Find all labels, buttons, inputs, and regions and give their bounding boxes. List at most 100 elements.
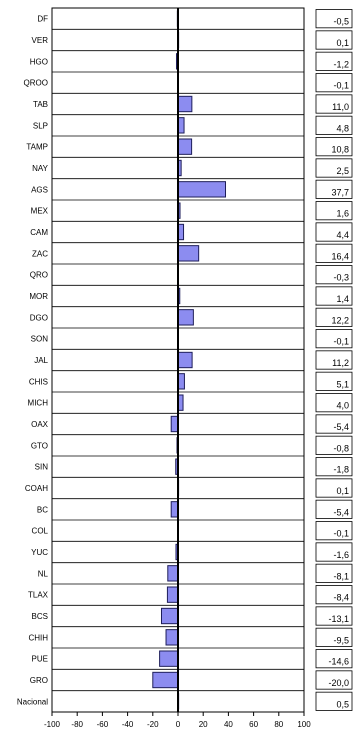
value-label: 1,6	[336, 209, 349, 219]
category-label: BCS	[32, 612, 48, 621]
value-label: -1,8	[333, 465, 349, 475]
x-tick-label: 60	[249, 720, 258, 729]
value-cell	[315, 585, 353, 605]
value-label: 0,1	[336, 38, 349, 48]
value-cell	[315, 414, 353, 434]
value-cell	[315, 691, 353, 711]
value-label: 10,8	[331, 145, 349, 155]
value-label: -5,4	[333, 422, 349, 432]
category-label: GRO	[30, 676, 48, 685]
value-cell	[315, 371, 353, 391]
category-label: SLP	[33, 121, 48, 130]
value-label: -1,2	[333, 59, 349, 69]
value-label: -8,1	[333, 571, 349, 581]
value-label: -5,4	[333, 507, 349, 517]
value-cell	[315, 329, 353, 349]
category-label: NL	[38, 569, 49, 578]
value-label: -0,3	[333, 273, 349, 283]
bar-tab	[177, 95, 193, 113]
value-label: 11,0	[332, 102, 349, 112]
category-label: DF	[37, 15, 48, 24]
category-label: TLAX	[28, 591, 49, 600]
value-cell	[315, 627, 353, 647]
value-label: 37,7	[331, 187, 349, 197]
category-labels: DF VER HGO QROO TAB SLP TAMP NAY AGS MEX CAM ZAC QRO…	[17, 15, 49, 707]
value-label: -0,1	[333, 81, 349, 91]
value-cell	[315, 393, 353, 413]
x-tick-label: -80	[71, 720, 83, 729]
x-tick-label: -100	[44, 720, 61, 729]
value-cell	[315, 265, 353, 285]
category-label: CHIS	[29, 377, 48, 386]
x-tick-label: -40	[122, 720, 134, 729]
bar-bcs	[160, 607, 179, 625]
category-label: HGO	[30, 57, 48, 66]
category-label: TAMP	[26, 143, 48, 152]
value-label: -14,6	[328, 657, 349, 667]
value-cell	[315, 307, 353, 327]
bar-nl	[167, 565, 179, 582]
value-cell	[315, 179, 353, 199]
x-tick-label: -20	[147, 720, 159, 729]
category-label: QROO	[24, 79, 48, 88]
x-tick-label: 100	[297, 720, 311, 729]
value-label: -1,6	[333, 550, 349, 560]
bar-ags	[177, 181, 227, 198]
bar-tlax	[166, 586, 179, 603]
category-label: ZAC	[32, 249, 48, 258]
value-cell	[315, 435, 353, 455]
category-label: BC	[37, 505, 48, 514]
value-cell	[315, 563, 353, 583]
bar-dgo	[177, 309, 194, 326]
value-label: 0,5	[336, 699, 349, 709]
category-label: CHIH	[28, 633, 48, 642]
x-tick-label: -60	[97, 720, 109, 729]
category-label: SIN	[35, 463, 49, 472]
value-table: -0,5 0,1 -1,2 -0,1 11,0 4,8 10,8 2,5 37,7 1,6 4,4 1…	[315, 9, 353, 711]
value-label: -0,5	[333, 17, 349, 27]
value-cell	[315, 521, 353, 541]
value-cell	[315, 243, 353, 263]
category-label: CAM	[30, 228, 48, 237]
value-label: -20,0	[328, 678, 349, 688]
value-cell	[315, 9, 353, 29]
category-label: SON	[31, 335, 49, 344]
value-cell	[315, 115, 353, 135]
category-label: Nacional	[17, 697, 48, 706]
value-label: 4,0	[336, 401, 349, 411]
category-label: TAB	[33, 100, 48, 109]
value-cell	[315, 30, 353, 50]
value-label: -9,5	[333, 635, 349, 645]
value-label: -8,4	[333, 593, 349, 603]
value-label: 16,4	[331, 251, 349, 261]
bar-bc	[170, 501, 179, 518]
value-label: 4,4	[336, 230, 349, 240]
bar-gro	[152, 671, 179, 689]
value-cell	[315, 457, 353, 477]
value-cell	[315, 499, 353, 519]
value-label: -0,1	[333, 337, 349, 347]
category-label: PUE	[32, 655, 48, 664]
value-label: 2,5	[336, 166, 349, 176]
category-label: GTO	[31, 441, 48, 450]
value-label: 0,1	[336, 486, 349, 496]
x-tick-label: 80	[274, 720, 283, 729]
bars-group	[152, 10, 227, 710]
value-cell	[315, 478, 353, 498]
value-cell	[315, 670, 353, 690]
x-axis: -100 -80 -60 -40 -20 0 20 40 60 80 100	[44, 8, 311, 729]
value-cell	[315, 94, 353, 114]
bar-jal	[177, 351, 193, 369]
category-label: YUC	[31, 548, 48, 557]
value-cell	[315, 51, 353, 71]
value-cell	[315, 649, 353, 669]
bar-chih	[165, 629, 179, 646]
category-label: JAL	[34, 356, 48, 365]
bar-zac	[177, 245, 200, 262]
value-label: -0,8	[333, 443, 349, 453]
x-tick-label: 40	[224, 720, 233, 729]
category-label: NAY	[32, 164, 49, 173]
x-tick-label: 20	[199, 720, 208, 729]
category-label: MEX	[31, 207, 49, 216]
